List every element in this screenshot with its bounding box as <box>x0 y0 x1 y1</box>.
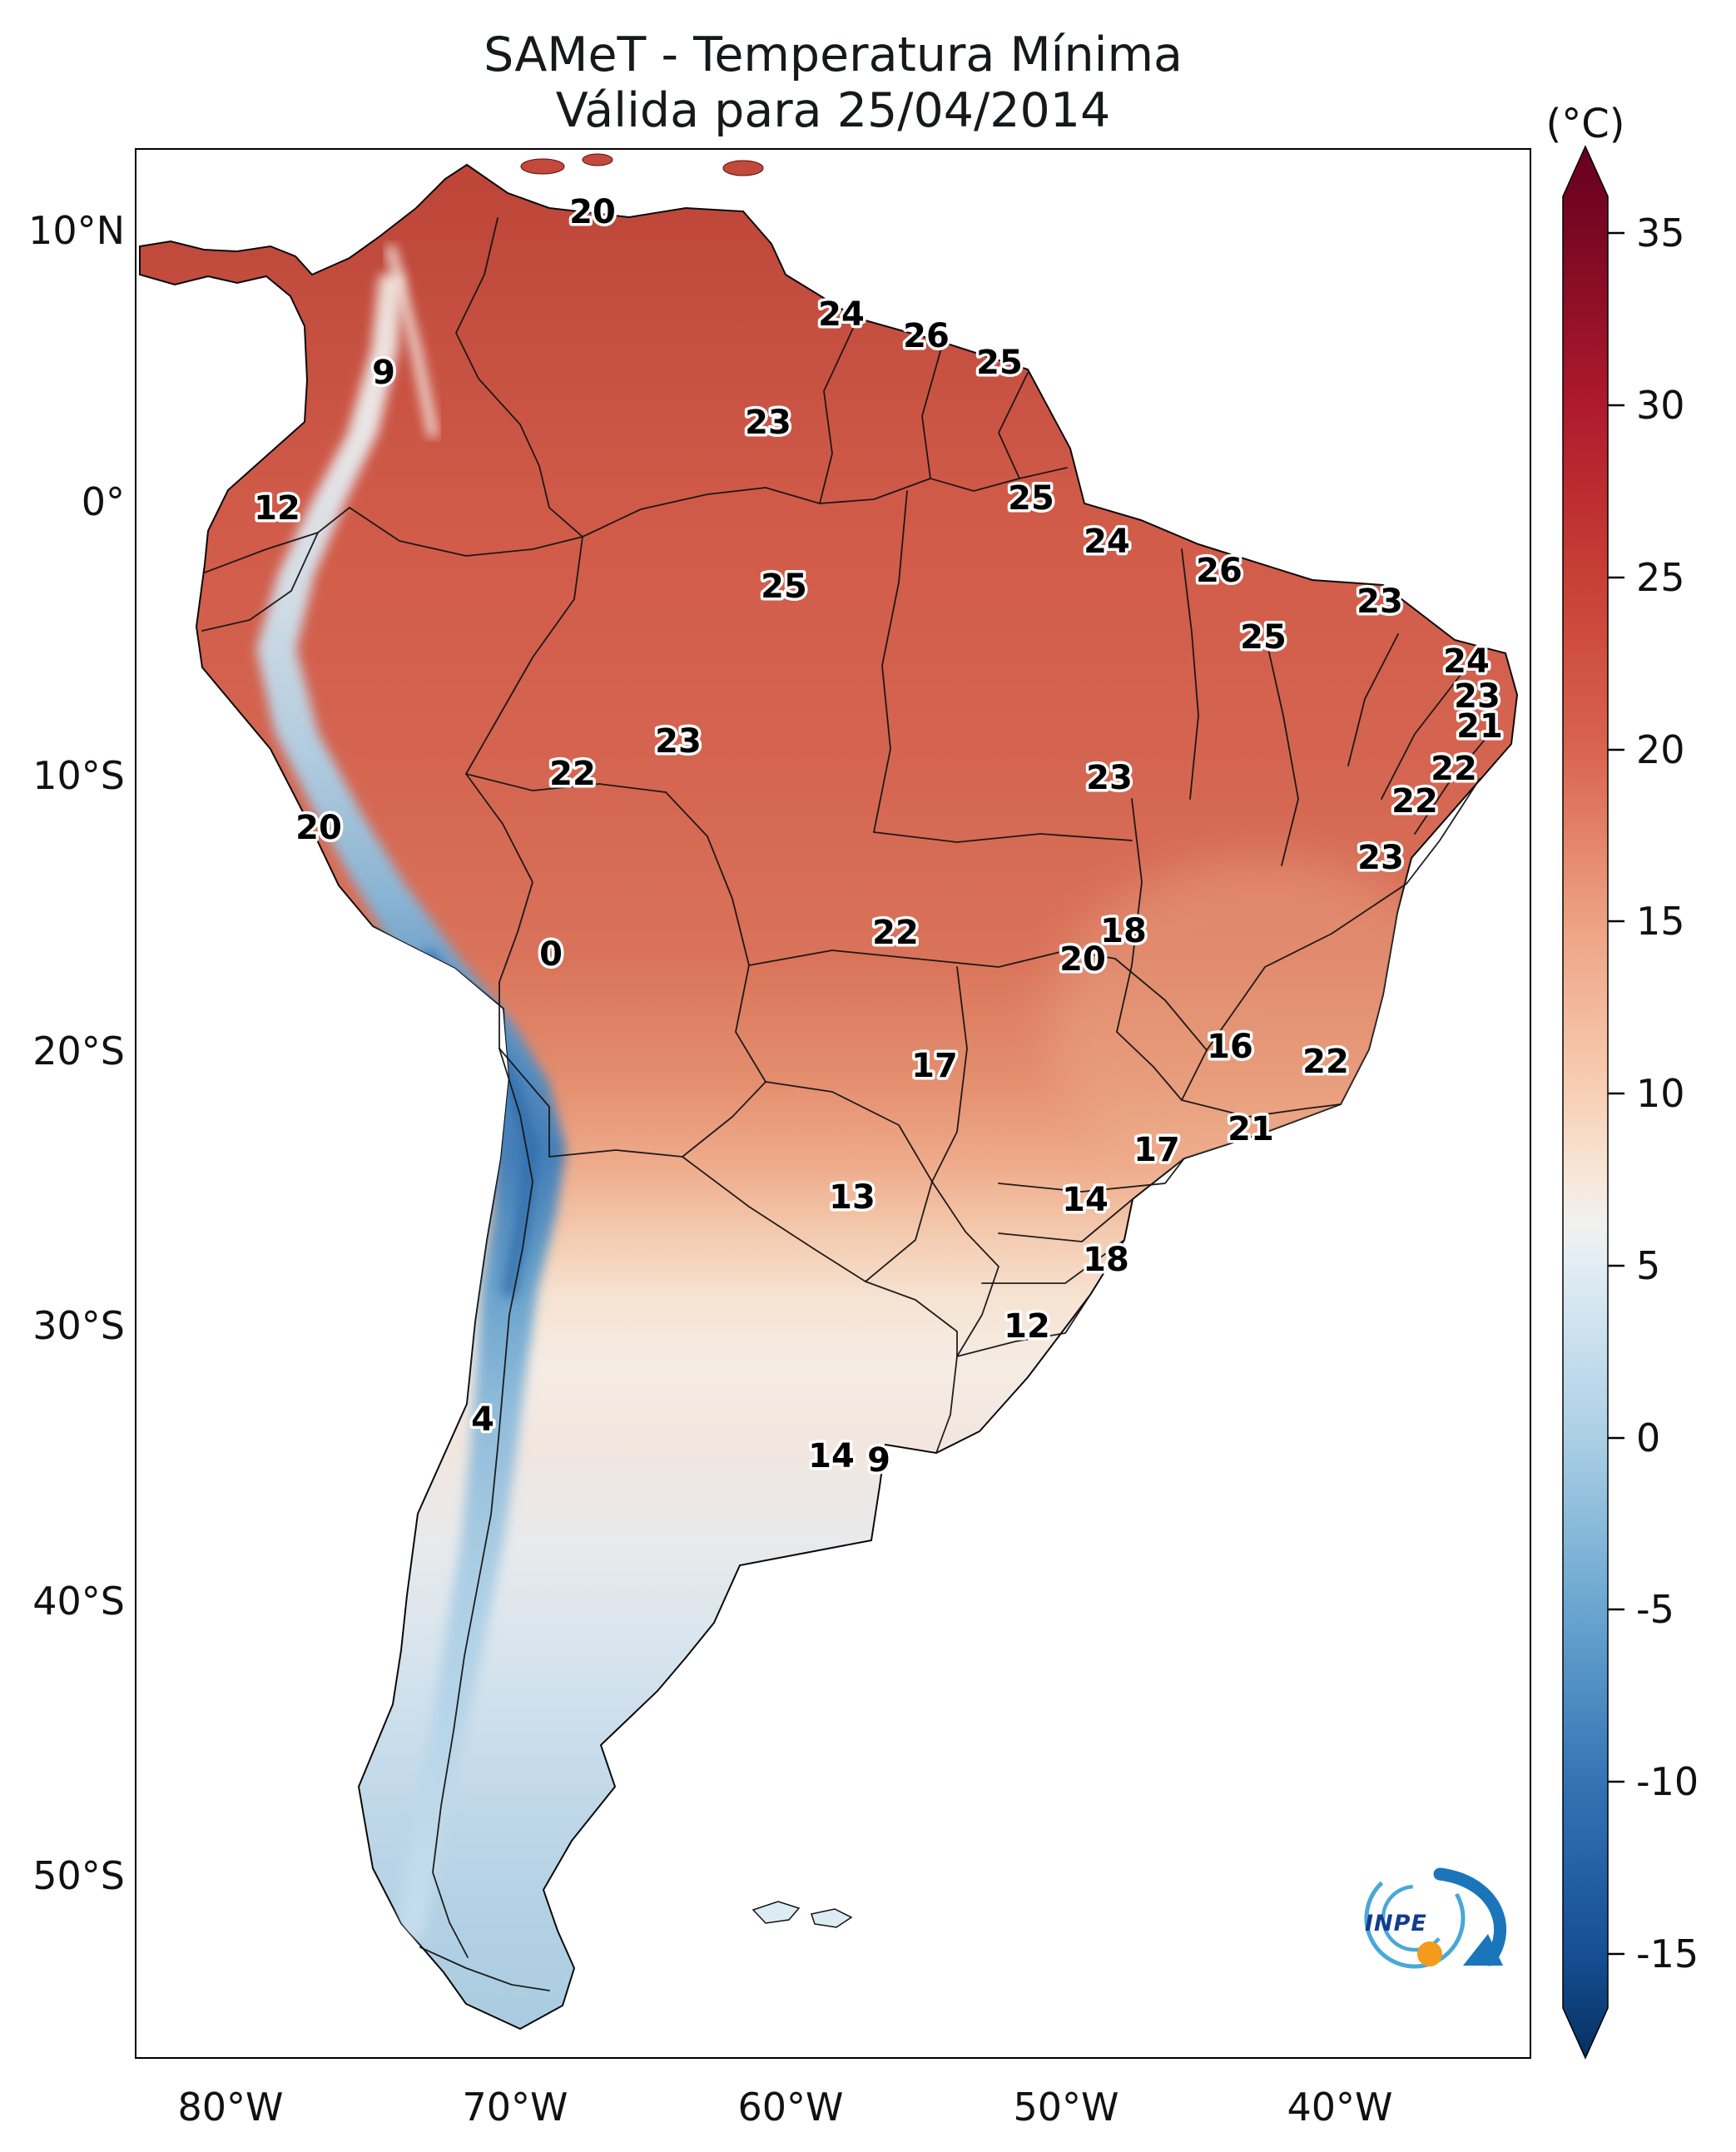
temp-value-label: 4 <box>471 1401 494 1439</box>
temp-value-label: 16 <box>1207 1028 1253 1066</box>
lon-tick-label: 50°W <box>1013 2085 1118 2130</box>
temp-value-label: 21 <box>1456 707 1503 746</box>
lat-tick-label: 0° <box>82 479 125 524</box>
temp-value-label: 23 <box>745 404 791 442</box>
colorbar-tick-label: 30 <box>1636 383 1685 428</box>
temp-value-label: 21 <box>1228 1110 1274 1148</box>
caribbean-island <box>582 153 613 166</box>
temp-value-label: 12 <box>1004 1307 1050 1346</box>
temp-value-label: 23 <box>1357 583 1403 621</box>
temp-value-label: 14 <box>1062 1181 1109 1219</box>
temp-value-label: 23 <box>1454 677 1500 716</box>
country-borders <box>201 217 1497 1991</box>
lat-tick-label: 10°S <box>32 753 125 798</box>
temp-value-label: 17 <box>911 1047 958 1085</box>
inpe-arrow-icon <box>1433 1867 1507 1966</box>
colorbar: 35 30 25 20 15 10 5 0 -5 -10 -15 <box>1562 145 1699 2060</box>
colorbar-tick-label: 0 <box>1636 1416 1660 1460</box>
temp-value-label: 14 <box>808 1437 855 1475</box>
temp-value-label: 22 <box>1431 750 1477 788</box>
temp-value-label: 24 <box>818 295 865 334</box>
lat-tick-label: 30°S <box>32 1303 125 1348</box>
temp-value-label: 25 <box>976 344 1023 382</box>
lon-tick-label: 70°W <box>462 2085 568 2130</box>
colorbar-gradient-bar <box>1562 145 1609 2060</box>
temp-value-label: 23 <box>1357 839 1404 877</box>
map-title: SAMeT - Temperatura Mínima <box>484 27 1183 82</box>
lon-tick-label: 40°W <box>1287 2085 1392 2130</box>
colorbar-tick-label: -10 <box>1636 1759 1699 1804</box>
temp-value-label: 20 <box>1059 940 1106 979</box>
colorbar-tick-label: 15 <box>1636 899 1685 944</box>
colorbar-tick-label: 35 <box>1636 211 1685 255</box>
falkland-east-island <box>811 1908 853 1928</box>
temp-value-label: 22 <box>872 914 919 952</box>
inpe-logo: INPE <box>1364 1867 1507 1969</box>
longitude-axis-labels: 80°W 70°W 60°W 50°W 40°W <box>177 2085 1392 2130</box>
lat-tick-label: 10°N <box>28 208 125 253</box>
lat-tick-label: 40°S <box>32 1579 125 1624</box>
colorbar-tick-label: 25 <box>1636 555 1685 600</box>
colorbar-unit-label: (°C) <box>1546 101 1625 147</box>
colorbar-tick-label: 10 <box>1636 1071 1685 1116</box>
latitude-axis-labels: 10°N 0° 10°S 20°S 30°S 40°S 50°S <box>28 208 125 1898</box>
inpe-orange-dot-icon <box>1417 1941 1442 1966</box>
temp-value-label: 25 <box>761 568 807 606</box>
plot-frame <box>135 148 1531 2059</box>
lat-tick-label: 50°S <box>32 1853 125 1898</box>
trinidad-island <box>722 160 764 176</box>
temp-value-label: 22 <box>1391 782 1438 821</box>
lon-tick-label: 80°W <box>177 2085 283 2130</box>
temp-value-label: 20 <box>295 809 342 847</box>
plot-area <box>139 153 1518 2030</box>
colorbar-tick-label: -15 <box>1636 1931 1699 1976</box>
temp-value-label: 18 <box>1083 1241 1129 1279</box>
temp-value-label: 0 <box>539 935 563 974</box>
inpe-arrowhead-icon <box>1463 1934 1503 1966</box>
colorbar-tick-label: -5 <box>1636 1587 1674 1632</box>
temp-value-label: 18 <box>1100 912 1147 950</box>
temp-value-label: 25 <box>1008 479 1054 518</box>
temp-value-label: 12 <box>254 489 300 528</box>
map-subtitle: Válida para 25/04/2014 <box>556 83 1111 138</box>
temp-value-label: 26 <box>1196 552 1242 590</box>
colombian-cordillera-streak <box>386 245 438 438</box>
temp-value-label: 17 <box>1133 1131 1180 1169</box>
temp-value-label: 23 <box>1086 759 1133 797</box>
colorbar-tick-label: 5 <box>1636 1243 1660 1288</box>
temp-value-label: 22 <box>1302 1043 1349 1081</box>
temp-value-label: 13 <box>829 1178 875 1217</box>
temp-value-label: 9 <box>867 1441 890 1480</box>
colorbar-tick-label: 20 <box>1636 727 1685 772</box>
lon-tick-label: 60°W <box>737 2085 843 2130</box>
temp-value-label: 22 <box>549 755 596 793</box>
temp-value-label: 25 <box>1240 618 1287 657</box>
temp-value-label: 9 <box>372 354 395 392</box>
temp-value-label: 20 <box>569 193 616 231</box>
inpe-logo-text: INPE <box>1365 1911 1427 1936</box>
colorbar-ticks: 35 30 25 20 15 10 5 0 -5 -10 -15 <box>1608 211 1699 1976</box>
lat-tick-label: 20°S <box>32 1029 125 1074</box>
falkland-west-island <box>751 1901 801 1924</box>
temp-value-label: 26 <box>903 317 950 355</box>
caribbean-island <box>520 158 565 175</box>
temp-value-label: 24 <box>1084 523 1130 561</box>
temp-value-label: 23 <box>655 722 702 761</box>
andes-cold-band <box>256 275 566 1939</box>
temp-value-label: 24 <box>1443 642 1490 681</box>
inpe-swirl-inner-icon <box>1381 1884 1449 1952</box>
